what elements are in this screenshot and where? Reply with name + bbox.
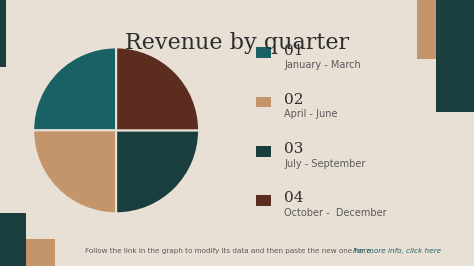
Wedge shape [116, 47, 199, 130]
Text: For more info, click here: For more info, click here [353, 248, 441, 254]
Wedge shape [33, 130, 116, 213]
Text: Revenue by quarter: Revenue by quarter [125, 32, 349, 54]
Text: 02: 02 [284, 93, 304, 107]
Text: July - September: July - September [284, 159, 366, 169]
Text: January - March: January - March [284, 60, 361, 70]
Text: Follow the link in the graph to modify its data and then paste the new one here.: Follow the link in the graph to modify i… [85, 248, 378, 254]
Text: 01: 01 [284, 44, 304, 57]
Text: April - June: April - June [284, 109, 338, 119]
Wedge shape [33, 47, 116, 130]
Text: 03: 03 [284, 142, 304, 156]
Wedge shape [116, 130, 199, 213]
Text: 04: 04 [284, 191, 304, 205]
Text: October -  December: October - December [284, 208, 387, 218]
